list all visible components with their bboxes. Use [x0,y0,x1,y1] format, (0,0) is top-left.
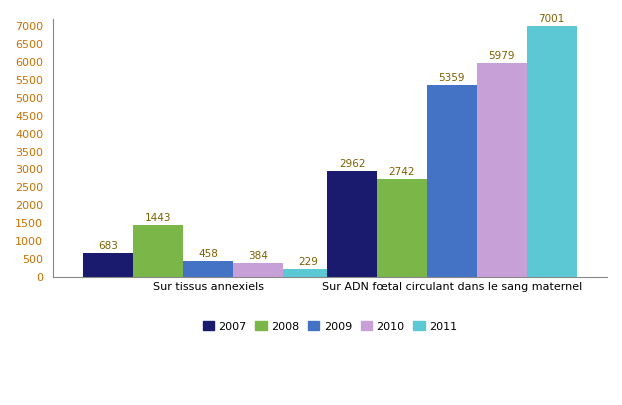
Text: 384: 384 [248,252,268,261]
Bar [183,261,233,277]
Text: 2962: 2962 [339,159,365,169]
Text: 458: 458 [198,249,218,259]
Text: 5979: 5979 [488,51,515,61]
Bar [233,263,283,277]
Bar [477,62,527,277]
Bar [83,253,133,277]
Bar [133,225,183,277]
Text: 229: 229 [298,257,318,267]
Bar [283,269,333,277]
Bar [427,85,477,277]
Legend: 2007, 2008, 2009, 2010, 2011: 2007, 2008, 2009, 2010, 2011 [198,317,462,336]
Text: 683: 683 [98,241,118,251]
Text: 5359: 5359 [439,73,465,83]
Bar [377,179,427,277]
Bar [527,26,577,277]
Text: 1443: 1443 [145,213,172,223]
Text: 2742: 2742 [389,167,415,177]
Text: 7001: 7001 [539,14,565,24]
Bar [327,171,377,277]
